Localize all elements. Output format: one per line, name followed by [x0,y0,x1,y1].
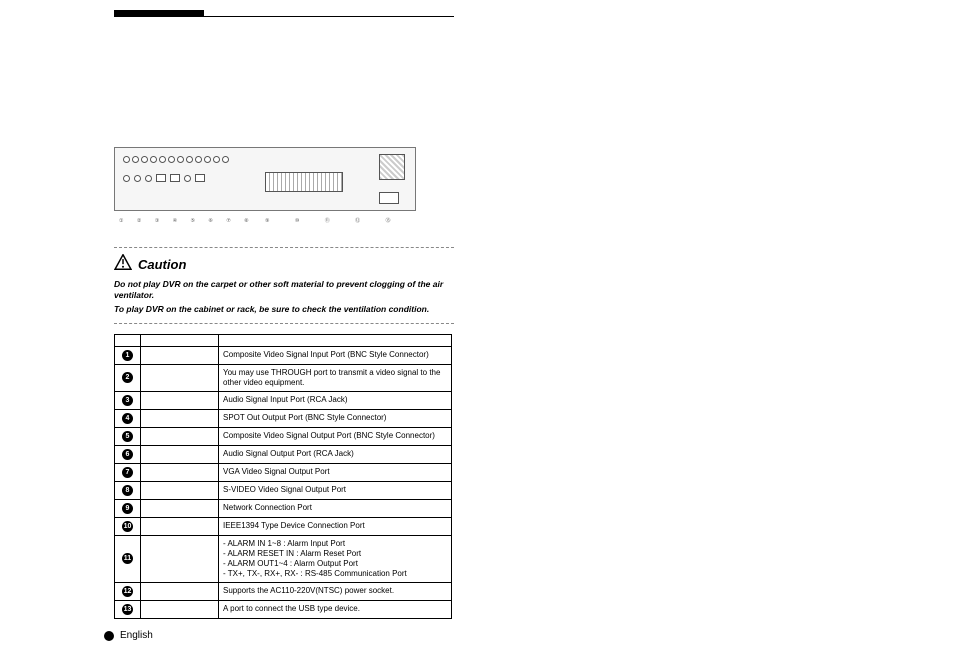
table-row: 10 IEEE1394 Type Device Connection Port [115,517,452,535]
row-name [141,582,219,600]
row-number: 13 [115,600,141,618]
table-row: 8 S-VIDEO Video Signal Output Port [115,481,452,499]
row-description: Supports the AC110-220V(NTSC) power sock… [219,582,452,600]
rear-panel-diagram: ① ② ③ ④ ⑤ ⑥ ⑦ ⑧ ⑨ ⑩ ⑪ ⑫ ⑬ [114,147,416,211]
table-row: 13 A port to connect the USB type device. [115,600,452,618]
caution-heading: Caution [114,254,454,275]
table-row: 11 - ALARM IN 1~8 : Alarm Input Port- ALA… [115,535,452,582]
row-description: A port to connect the USB type device. [219,600,452,618]
row-name [141,409,219,427]
row-name [141,481,219,499]
row-number: 3 [115,391,141,409]
table-row: 5 Composite Video Signal Output Port (BNC… [115,427,452,445]
row-number: 8 [115,481,141,499]
row-number: 6 [115,445,141,463]
row-name [141,391,219,409]
row-name [141,427,219,445]
caution-line-2: To play DVR on the cabinet or rack, be s… [114,304,454,315]
warning-icon [114,254,132,275]
header-rule [114,16,454,17]
row-number: 11 [115,535,141,582]
row-name [141,445,219,463]
row-description: S-VIDEO Video Signal Output Port [219,481,452,499]
row-name [141,499,219,517]
table-row: 3 Audio Signal Input Port (RCA Jack) [115,391,452,409]
footer-bullet-icon [104,631,114,641]
row-description: IEEE1394 Type Device Connection Port [219,517,452,535]
row-name [141,517,219,535]
table-row: 7 VGA Video Signal Output Port [115,463,452,481]
row-name [141,346,219,364]
table-row: 2 You may use THROUGH port to transmit a … [115,364,452,391]
row-name [141,463,219,481]
row-description: You may use THROUGH port to transmit a v… [219,364,452,391]
row-description: - ALARM IN 1~8 : Alarm Input Port- ALARM… [219,535,452,582]
caution-block: Caution Do not play DVR on the carpet or… [114,247,454,324]
row-name [141,535,219,582]
row-name [141,364,219,391]
table-row: 9 Network Connection Port [115,499,452,517]
caution-line-1: Do not play DVR on the carpet or other s… [114,279,454,300]
ports-table: 1 Composite Video Signal Input Port (BNC … [114,334,452,619]
row-description: Audio Signal Output Port (RCA Jack) [219,445,452,463]
caution-title: Caution [138,257,186,272]
table-row: 12 Supports the AC110-220V(NTSC) power so… [115,582,452,600]
row-number: 2 [115,364,141,391]
row-description: Audio Signal Input Port (RCA Jack) [219,391,452,409]
row-number: 10 [115,517,141,535]
footer-language: English [120,630,153,641]
row-description: VGA Video Signal Output Port [219,463,452,481]
table-row: 6 Audio Signal Output Port (RCA Jack) [115,445,452,463]
row-number: 9 [115,499,141,517]
row-description: SPOT Out Output Port (BNC Style Connecto… [219,409,452,427]
row-number: 7 [115,463,141,481]
table-row: 4 SPOT Out Output Port (BNC Style Connect… [115,409,452,427]
row-description: Composite Video Signal Output Port (BNC … [219,427,452,445]
page-content: ① ② ③ ④ ⑤ ⑥ ⑦ ⑧ ⑨ ⑩ ⑪ ⑫ ⑬ Caution Do not… [114,10,454,619]
row-number: 5 [115,427,141,445]
row-description: Network Connection Port [219,499,452,517]
page-footer: English [104,630,153,641]
row-number: 12 [115,582,141,600]
row-number: 4 [115,409,141,427]
row-number: 1 [115,346,141,364]
row-description: Composite Video Signal Input Port (BNC S… [219,346,452,364]
row-name [141,600,219,618]
table-row: 1 Composite Video Signal Input Port (BNC … [115,346,452,364]
